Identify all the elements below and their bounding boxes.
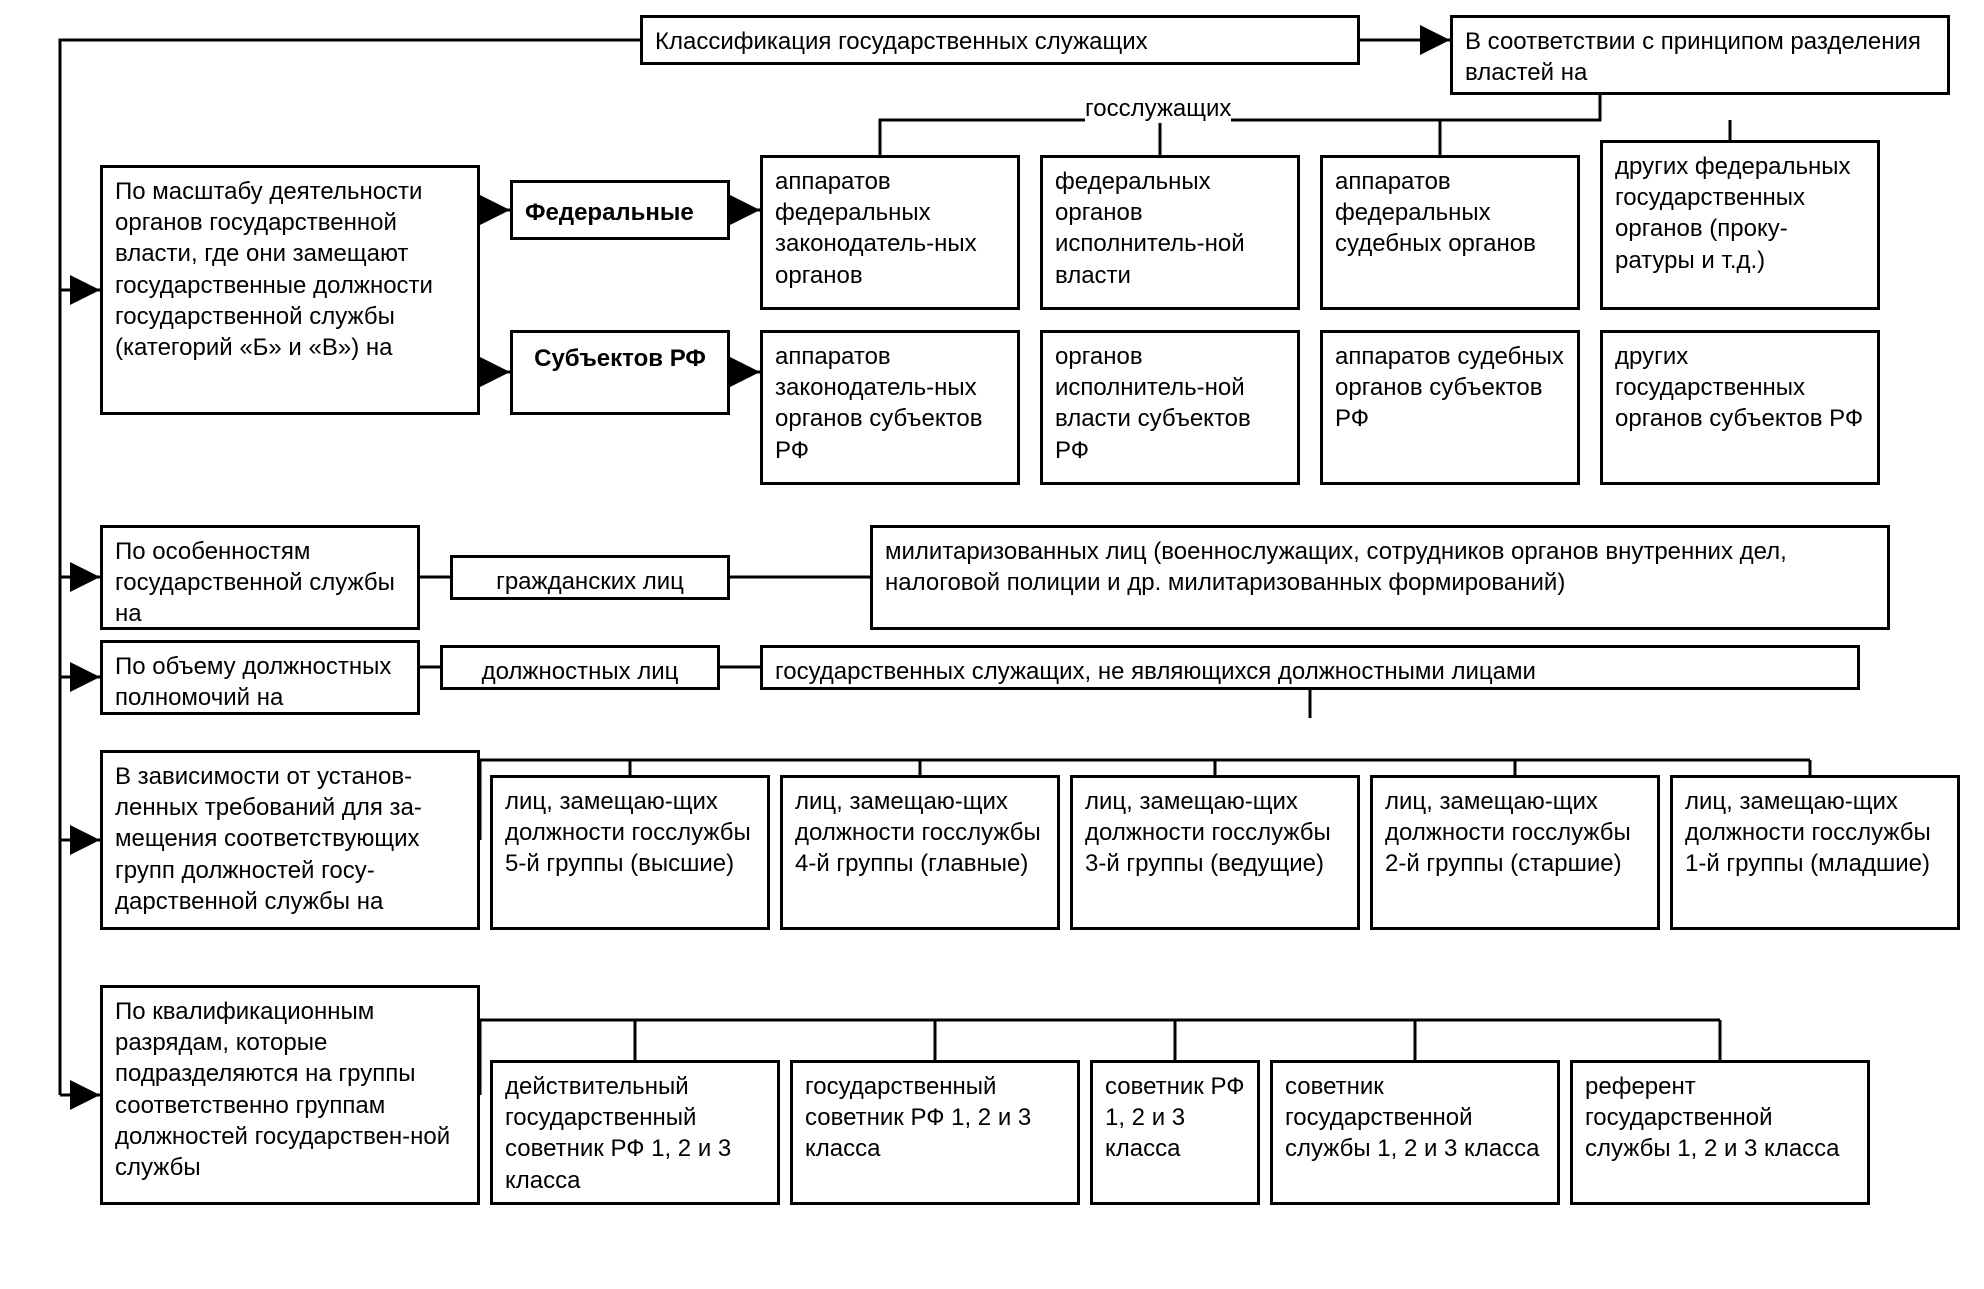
node-grp1: лиц, замещаю-щих должности госслужбы 1-й… — [1670, 775, 1960, 930]
node-grp3: лиц, замещаю-щих должности госслужбы 3-й… — [1070, 775, 1360, 930]
node-principle: В соответствии с принципом разделения вл… — [1450, 15, 1950, 95]
node-civil: гражданских лиц — [450, 555, 730, 600]
node-rank1: действительный государственный советник … — [490, 1060, 780, 1205]
node-fed3: аппаратов федеральных судебных органов — [1320, 155, 1580, 310]
node-military: милитаризованных лиц (военнослужащих, со… — [870, 525, 1890, 630]
node-sub4: других государственных органов субъектов… — [1600, 330, 1880, 485]
node-fed1: аппаратов федеральных законодатель-ных о… — [760, 155, 1020, 310]
node-subjects: Субъектов РФ — [510, 330, 730, 415]
label-gossluzh: госслужащих — [1085, 95, 1231, 123]
node-grp2: лиц, замещаю-щих должности госслужбы 2-й… — [1370, 775, 1660, 930]
node-fed2: федеральных органов исполнитель-ной влас… — [1040, 155, 1300, 310]
node-authority: По объему должностных полномочий на — [100, 640, 420, 715]
node-sub3: аппаратов судебных органов субъектов РФ — [1320, 330, 1580, 485]
node-requirements: В зависимости от установ-ленных требован… — [100, 750, 480, 930]
node-rank3: советник РФ 1, 2 и 3 класса — [1090, 1060, 1260, 1205]
node-rank4: советник государственной службы 1, 2 и 3… — [1270, 1060, 1560, 1205]
node-grp5: лиц, замещаю-щих должности госслужбы 5-й… — [490, 775, 770, 930]
node-scale: По масштабу деятельности органов государ… — [100, 165, 480, 415]
node-title: Классификация государственных служащих — [640, 15, 1360, 65]
diagram-canvas: госслужащих Классификация государственны… — [0, 0, 1984, 1289]
node-features: По особенностям государственной службы н… — [100, 525, 420, 630]
node-sub1: аппаратов законодатель-ных органов субъе… — [760, 330, 1020, 485]
node-federal: Федеральные — [510, 180, 730, 240]
node-nonofficials: государственных служащих, не являющихся … — [760, 645, 1860, 690]
node-qualification: По квалификационным разрядам, которые по… — [100, 985, 480, 1205]
node-rank2: государственный советник РФ 1, 2 и 3 кла… — [790, 1060, 1080, 1205]
node-grp4: лиц, замещаю-щих должности госслужбы 4-й… — [780, 775, 1060, 930]
node-sub2: органов исполнитель-ной власти субъектов… — [1040, 330, 1300, 485]
node-fed4: других федеральных государственных орган… — [1600, 140, 1880, 310]
node-rank5: референт государственной службы 1, 2 и 3… — [1570, 1060, 1870, 1205]
node-officials: должностных лиц — [440, 645, 720, 690]
